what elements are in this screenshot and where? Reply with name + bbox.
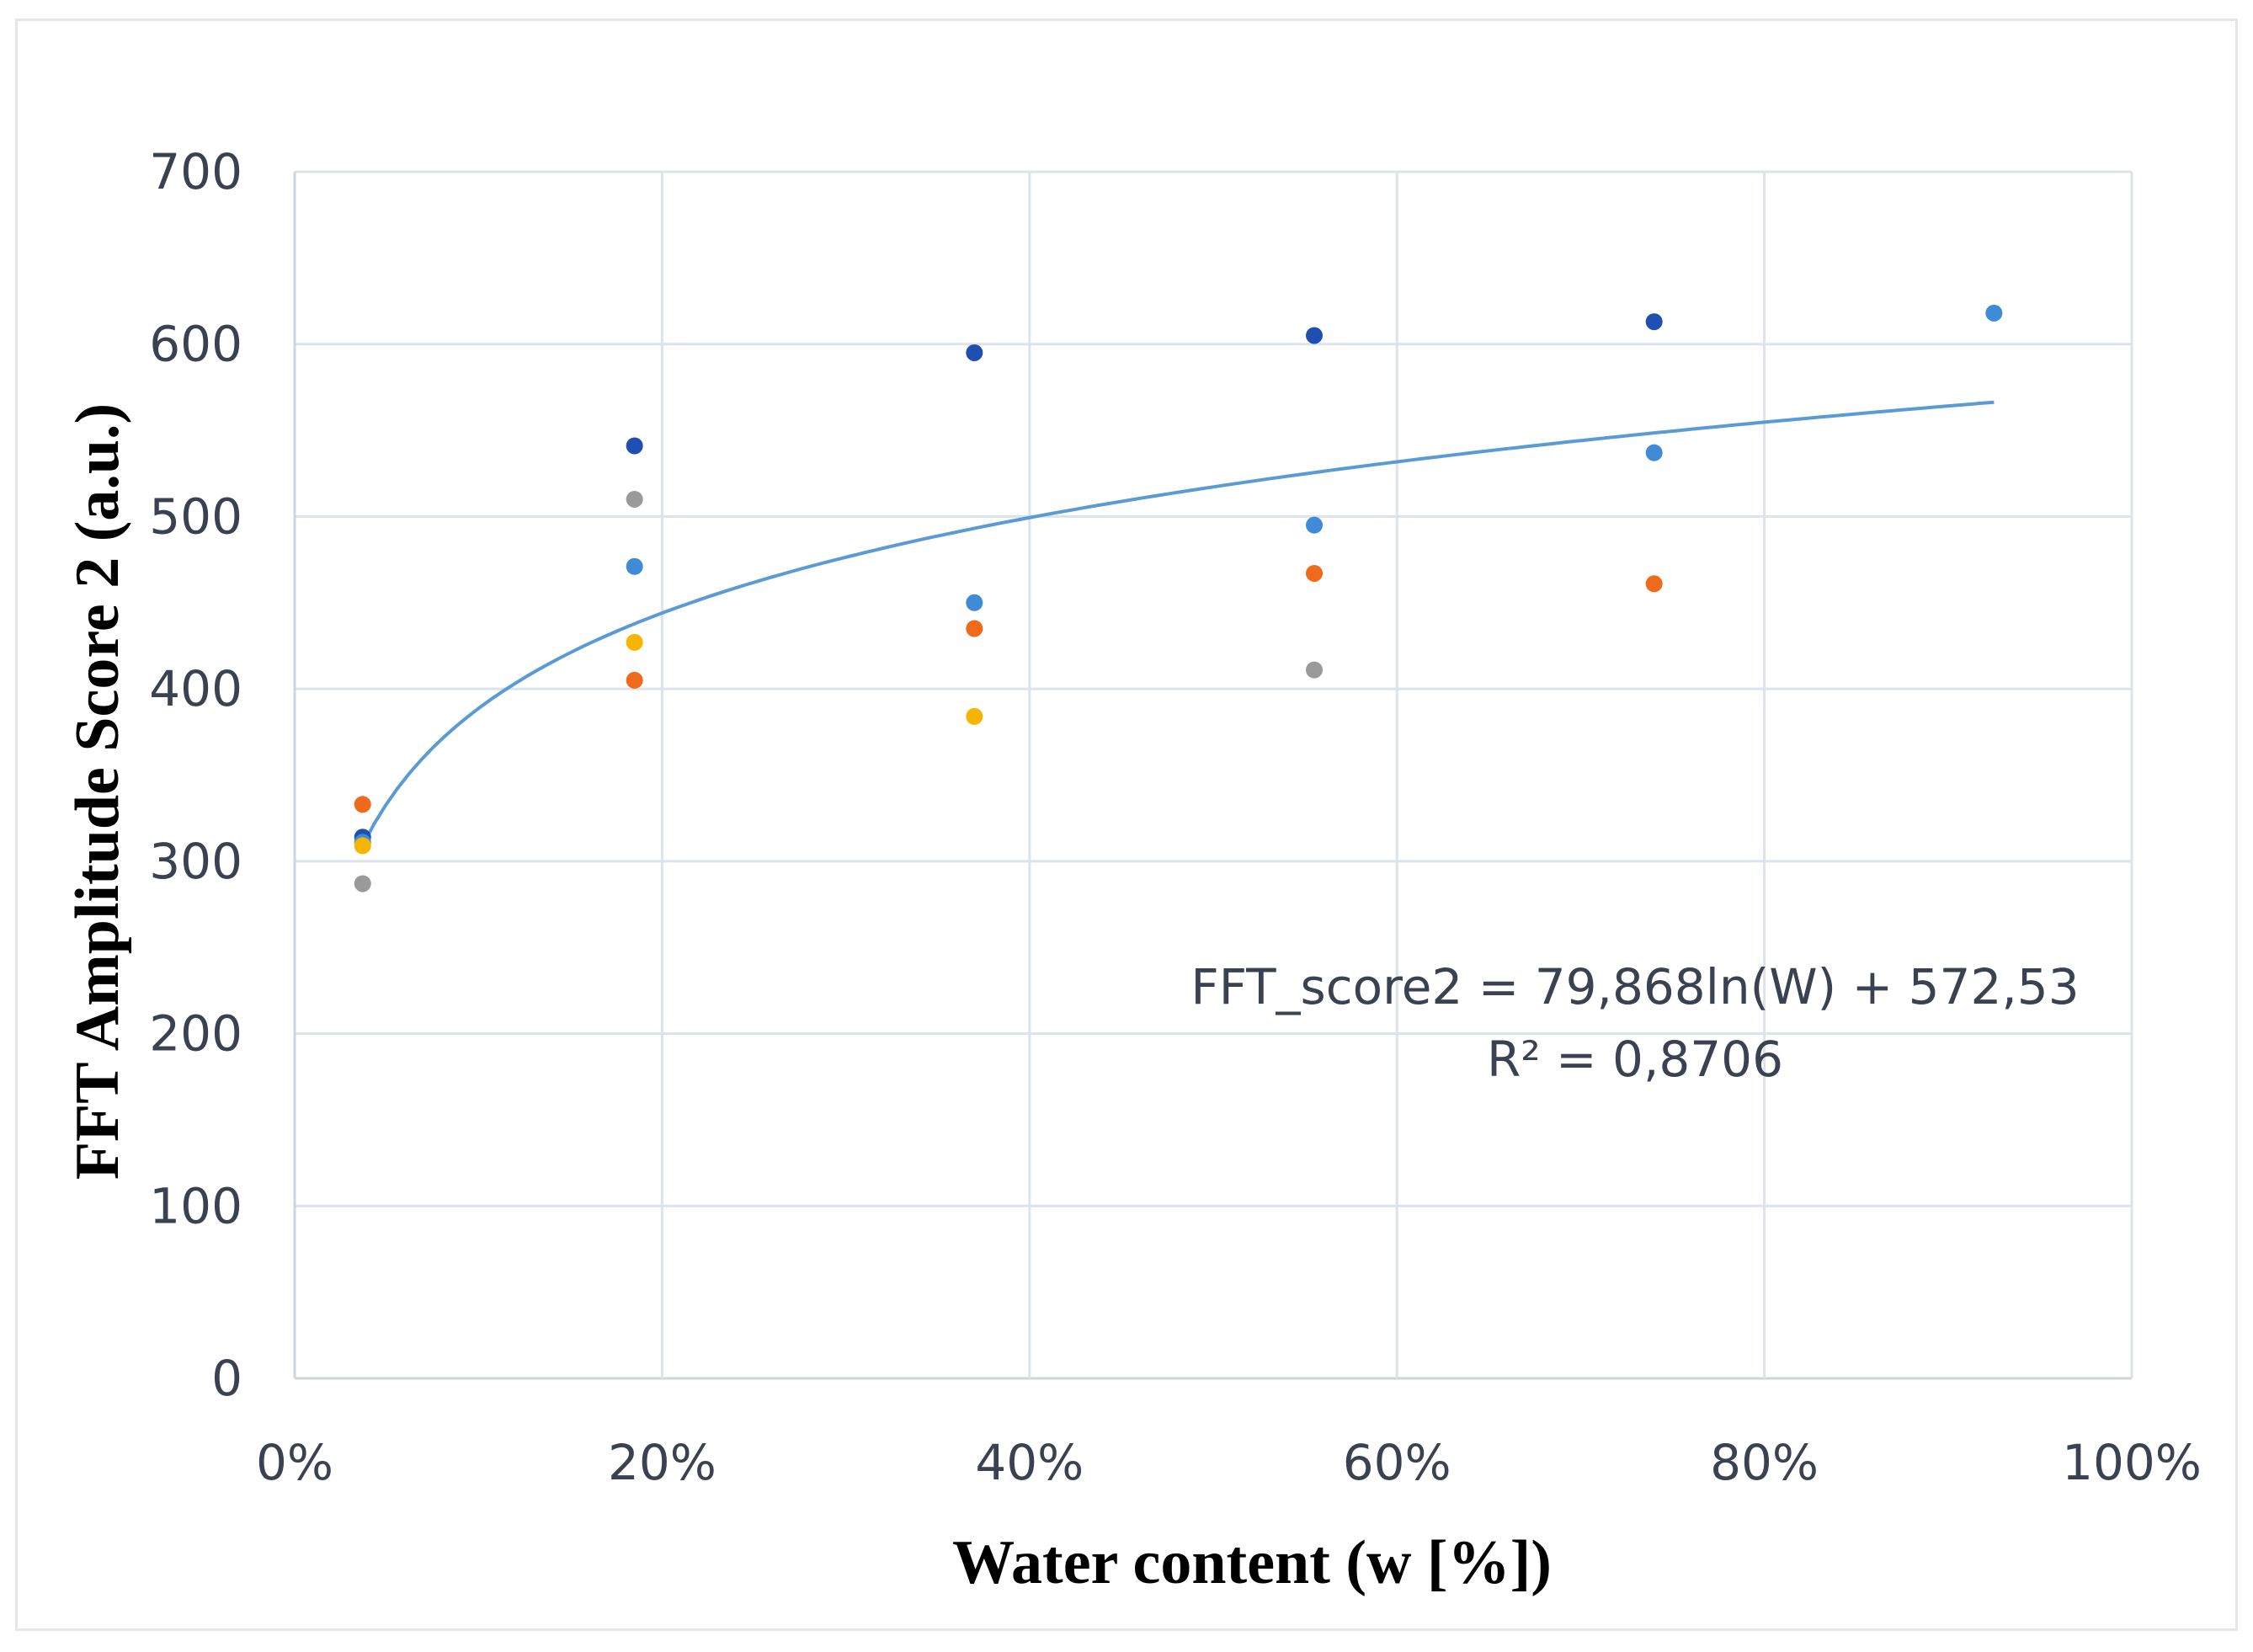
data-point-series-yellow [626,633,643,651]
data-point-series-orange [1645,575,1663,593]
y-tick-label: 500 [149,488,242,545]
data-points [354,304,2003,893]
data-point-series-light-blue [1645,444,1663,461]
data-point-series-light-blue [1306,516,1324,534]
data-point-series-dark-blue [1306,327,1324,344]
x-tick-label: 20% [608,1434,716,1491]
data-point-series-dark-blue [1645,313,1663,331]
y-axis-label: FFT Amplitude Score 2 (a.u.) [63,403,132,1180]
data-point-series-dark-blue [966,344,983,361]
data-point-series-gray [354,875,371,893]
trendline-r-squared: R² = 0,8706 [1487,1031,1783,1088]
x-tick-labels: 0% 20% 40% 60% 80% 100% [256,1434,2202,1491]
x-tick-label: 40% [975,1434,1084,1491]
data-point-series-light-blue [1985,304,2003,322]
y-tick-label: 600 [149,316,242,373]
y-tick-label: 700 [149,143,242,200]
trendline [360,400,1995,846]
y-tick-label: 100 [149,1177,242,1234]
data-point-series-light-blue [626,557,643,575]
x-tick-label: 60% [1343,1434,1451,1491]
chart-frame [15,19,2238,1631]
data-point-series-orange [1306,564,1324,582]
data-point-series-orange [966,620,983,637]
y-tick-label: 200 [149,1005,242,1063]
data-point-series-yellow [354,837,371,855]
trendline-layer [360,400,1995,846]
data-point-series-orange [626,671,643,689]
y-tick-label: 300 [149,833,242,890]
data-point-series-dark-blue [626,437,643,455]
data-point-series-gray [626,490,643,508]
data-point-series-gray [1306,661,1324,679]
trendline-equation: FFT_score2 = 79,868ln(W) + 572,53 [1190,958,2079,1015]
x-tick-label: 100% [2062,1434,2202,1491]
y-tick-labels: 0 100 200 300 400 500 600 700 [149,143,242,1407]
y-tick-label: 0 [211,1350,242,1407]
grid [293,170,2133,1380]
data-point-series-yellow [966,707,983,725]
data-point-series-orange [354,796,371,813]
x-tick-label: 80% [1710,1434,1819,1491]
y-tick-label: 400 [149,660,242,717]
data-point-series-light-blue [966,594,983,611]
x-tick-label: 0% [256,1434,333,1491]
x-axis-label: Water content (w [%]) [952,1528,1552,1597]
